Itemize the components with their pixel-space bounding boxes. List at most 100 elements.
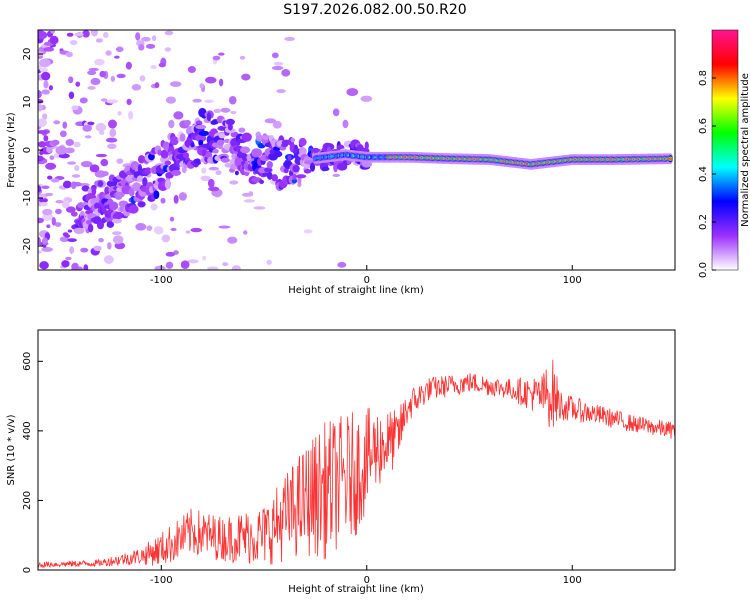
signal-blob [81, 185, 90, 192]
noise-blob [213, 108, 221, 114]
noise-blob [43, 80, 49, 89]
signal-blob [190, 142, 195, 148]
noise-blob [135, 32, 141, 41]
noise-blob [115, 46, 124, 53]
noise-blob [99, 70, 106, 78]
signal-blob [195, 134, 207, 143]
noise-blob [218, 78, 224, 87]
signal-blob [292, 165, 300, 173]
noise-blob [54, 222, 62, 227]
noise-blob [41, 89, 50, 95]
noise-blob [218, 225, 231, 229]
x-tick-label: -100 [150, 575, 173, 586]
noise-blob [68, 91, 75, 99]
noise-blob [114, 242, 126, 250]
signal-blob [238, 127, 246, 133]
signal-blob [264, 167, 273, 173]
x-tick-label: 0 [364, 275, 370, 286]
noise-blob [204, 99, 214, 104]
noise-blob [80, 161, 93, 168]
signal-blob [266, 160, 273, 169]
noise-blob [71, 174, 81, 178]
signal-blob [195, 120, 203, 126]
noise-blob [138, 44, 145, 51]
noise-blob [99, 130, 105, 135]
signal-blob [309, 162, 316, 172]
noise-blob [39, 261, 49, 270]
signal-blob [259, 179, 265, 184]
noise-blob [284, 36, 296, 41]
y-tick-label: 10 [22, 96, 33, 109]
noise-blob [272, 120, 282, 129]
noise-blob [38, 30, 48, 40]
signal-blob [113, 211, 124, 220]
snr-x-ticks: -100 0 100 [150, 565, 582, 586]
noise-blob [87, 121, 95, 126]
noise-blob [281, 69, 291, 77]
band-core [668, 157, 673, 161]
noise-blob [131, 84, 142, 91]
noise-blob [69, 246, 75, 255]
noise-blob [248, 191, 254, 196]
signal-blob [104, 186, 110, 196]
noise-blob [200, 175, 211, 182]
noise-blob [146, 225, 153, 231]
signal-blob [171, 169, 182, 176]
snr-ylabel: SNR (10 * v/v) [6, 414, 17, 485]
noise-blob [199, 83, 204, 89]
noise-blob [109, 128, 117, 138]
noise-blob [201, 167, 207, 174]
signal-blob [164, 160, 172, 166]
chart-title: S197.2026.082.00.50.R20 [283, 2, 467, 18]
noise-blob [100, 98, 108, 102]
noise-blob [205, 76, 217, 84]
noise-blob [332, 108, 340, 117]
noise-blob [102, 171, 109, 177]
signal-blob [153, 190, 160, 199]
noise-blob [62, 232, 69, 237]
noise-blob [112, 235, 124, 245]
snr-panel: -100 0 100 0 200 400 600 Height of straight l… [6, 329, 676, 595]
signal-blob [164, 179, 171, 190]
noise-blob [112, 231, 122, 236]
signal-blob [137, 155, 146, 164]
noise-blob [227, 236, 238, 244]
x-tick-label: 100 [563, 575, 582, 586]
noise-blob [38, 217, 45, 224]
noise-blob [271, 52, 279, 59]
noise-blob [38, 250, 43, 254]
noise-blob [116, 73, 126, 79]
noise-blob [65, 138, 74, 146]
signal-blob [298, 137, 307, 147]
signal-blob [182, 152, 190, 159]
noise-blob [303, 229, 313, 234]
signal-blob [291, 178, 298, 184]
noise-blob [67, 229, 73, 233]
signal-blob [290, 137, 296, 143]
signal-blob [111, 218, 122, 224]
signal-blob [194, 158, 201, 165]
signal-blob [205, 151, 213, 159]
noise-blob [154, 82, 160, 89]
noise-blob [47, 175, 53, 180]
noise-blob [50, 30, 56, 34]
signal-blob [206, 112, 212, 122]
noise-blob [239, 55, 246, 60]
signal-blob [234, 170, 239, 176]
noise-blob [84, 135, 92, 139]
noise-blob [39, 150, 44, 156]
noise-blob [62, 180, 72, 189]
x-tick-label: 100 [563, 275, 582, 286]
noise-blob [44, 192, 54, 197]
signal-blob [227, 123, 233, 131]
snr-y-ticks: 0 200 400 600 [22, 352, 43, 573]
noise-blob [165, 261, 174, 269]
noise-blob [145, 43, 156, 49]
noise-blob [38, 104, 43, 112]
noise-blob [61, 199, 70, 209]
noise-blob [74, 32, 84, 37]
colorbar-tick-label: 0.0 [698, 262, 709, 278]
noise-blob [346, 88, 359, 97]
noise-blob [128, 110, 134, 120]
noise-blob [62, 121, 68, 129]
